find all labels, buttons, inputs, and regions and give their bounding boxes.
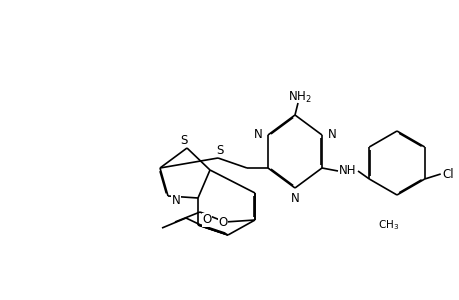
Text: N: N xyxy=(327,128,336,142)
Text: S: S xyxy=(180,134,187,146)
Text: S: S xyxy=(216,143,223,157)
Text: CH$_3$: CH$_3$ xyxy=(378,218,399,232)
Text: O: O xyxy=(202,214,211,226)
Text: Cl: Cl xyxy=(442,167,453,181)
Text: N: N xyxy=(253,128,262,142)
Text: NH$_2$: NH$_2$ xyxy=(287,89,311,105)
Text: N: N xyxy=(290,191,299,205)
Text: NH: NH xyxy=(339,164,356,178)
Text: O: O xyxy=(218,217,227,230)
Text: N: N xyxy=(171,194,180,208)
